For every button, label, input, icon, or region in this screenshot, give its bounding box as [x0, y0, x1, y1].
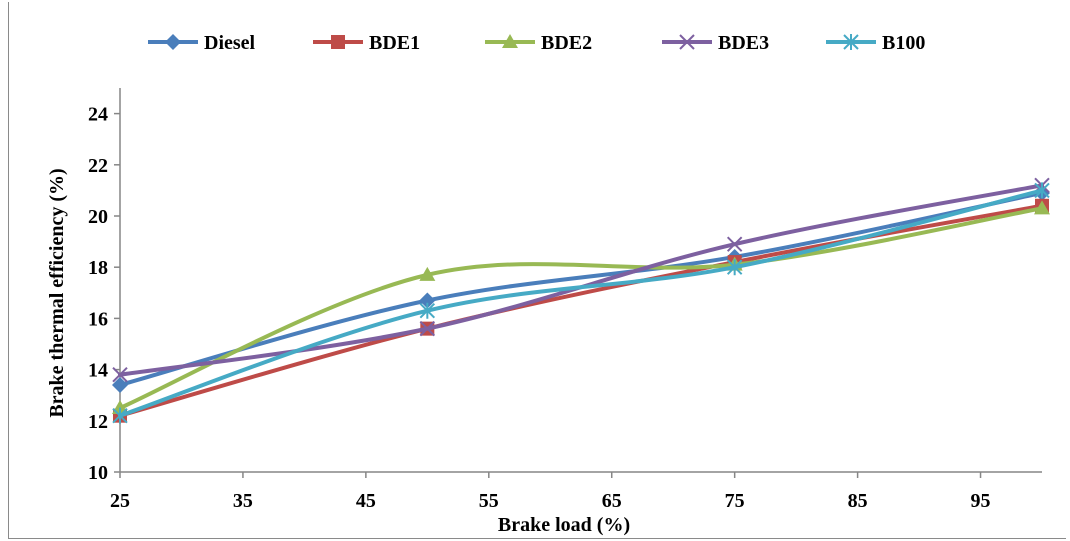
legend-label: Diesel [204, 32, 256, 54]
legend-label: B100 [882, 32, 925, 54]
y-tick-label: 10 [88, 462, 108, 484]
x-tick-label: 45 [356, 490, 376, 512]
series-bde3 [112, 177, 1050, 383]
legend-item-b100: B100 [826, 32, 925, 54]
x-axis-title: Brake load (%) [498, 514, 630, 536]
y-axis-title: Brake thermal efficiency (%) [46, 168, 68, 417]
data-point-marker [1034, 182, 1050, 199]
y-tick-label: 14 [88, 360, 108, 382]
data-point-marker [843, 34, 859, 50]
series-line [118, 206, 1044, 410]
data-point-marker [331, 35, 345, 49]
axes: 10 12 14 16 18 20 22 24 25 35 45 55 65 75 85 95 [88, 88, 1042, 512]
series-layer [112, 177, 1050, 424]
data-point-marker [726, 259, 743, 276]
x-tick-label: 55 [479, 490, 499, 512]
legend-item-bde1: BDE1 [313, 32, 420, 54]
y-tick-label: 18 [88, 257, 108, 279]
legend-item-bde2: BDE2 [485, 32, 592, 54]
data-point-marker [419, 302, 436, 319]
data-point-marker [165, 34, 181, 50]
legend-label: BDE3 [718, 32, 769, 54]
x-tick-label: 95 [971, 490, 991, 512]
y-tick-label: 22 [88, 155, 108, 177]
y-tick-label: 24 [88, 104, 108, 126]
data-point-marker [726, 236, 743, 252]
series-bde2 [112, 200, 1050, 414]
data-point-marker [419, 292, 436, 309]
x-axis-ticks: 25 35 45 55 65 75 85 95 [110, 472, 991, 512]
series-bde1 [113, 198, 1049, 423]
data-point-marker [112, 407, 128, 424]
y-axis-ticks: 10 12 14 16 18 20 22 24 [88, 104, 120, 484]
data-point-marker [112, 367, 128, 383]
data-point-marker [679, 34, 695, 50]
x-tick-label: 25 [110, 490, 130, 512]
series-line [118, 188, 1044, 418]
data-point-marker [1034, 200, 1050, 215]
x-tick-label: 35 [233, 490, 253, 512]
legend-item-bde3: BDE3 [662, 32, 769, 54]
chart-frame [8, 2, 1066, 539]
x-tick-label: 75 [725, 490, 745, 512]
data-point-marker [419, 320, 436, 337]
y-tick-label: 12 [88, 411, 108, 433]
legend-item-diesel: Diesel [148, 32, 256, 54]
y-tick-label: 16 [88, 308, 108, 330]
x-tick-label: 65 [602, 490, 622, 512]
data-point-marker [112, 376, 128, 393]
series-b100 [112, 182, 1050, 424]
legend-label: BDE2 [541, 32, 592, 54]
legend: Diesel BDE1 BDE2 BDE3 B100 [148, 32, 925, 54]
data-point-marker [502, 34, 518, 48]
y-tick-label: 20 [88, 206, 108, 228]
x-tick-label: 85 [848, 490, 868, 512]
legend-label: BDE1 [369, 32, 420, 54]
data-point-marker [419, 266, 436, 281]
series-line [118, 203, 1044, 418]
series-line [118, 190, 1044, 387]
